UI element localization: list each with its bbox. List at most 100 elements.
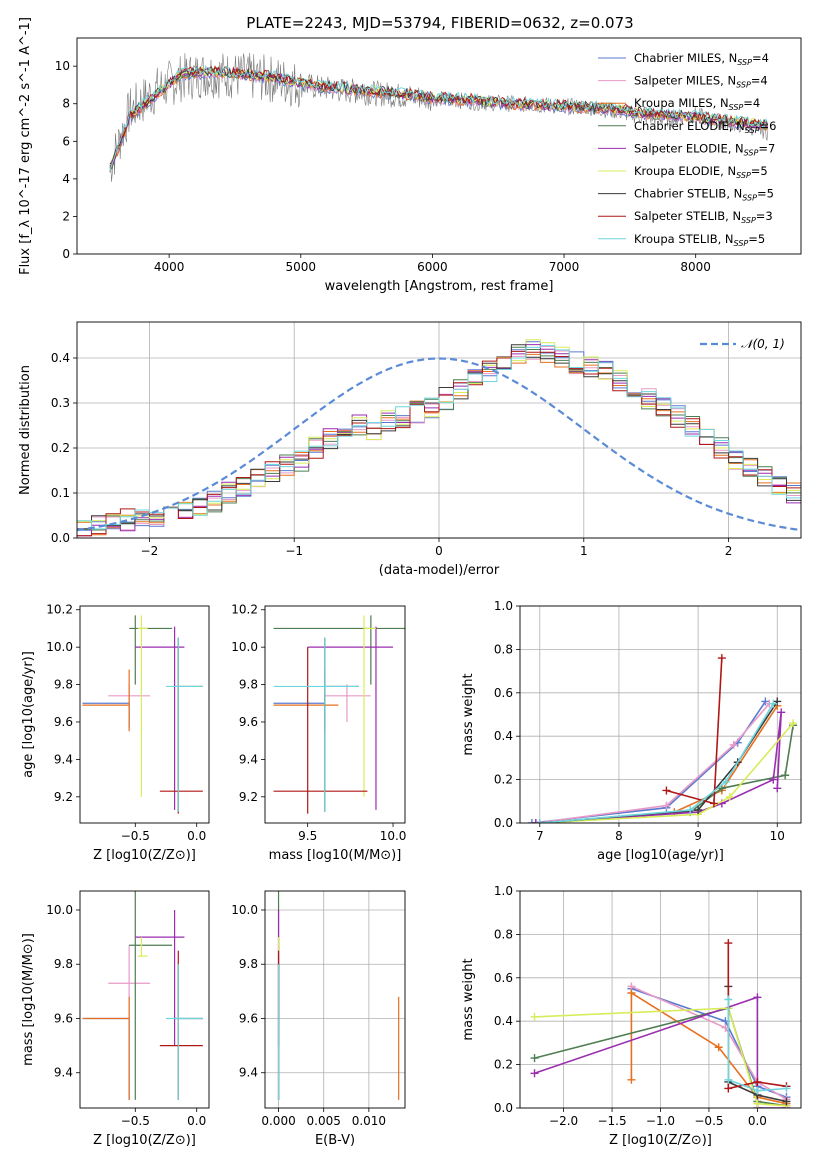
x-tick-label: 10 bbox=[770, 829, 785, 843]
x-tick-label: 10.0 bbox=[380, 829, 407, 843]
x-axis-label: wavelength [Angstrom, rest frame] bbox=[325, 279, 554, 294]
legend-nssp: =6 bbox=[760, 119, 777, 133]
weight-point-2 bbox=[627, 1075, 636, 1084]
ticks-mass-vs-Z: −0.5 0.0 9.4 9.6 9.8 10.0 bbox=[46, 903, 206, 1128]
y-tick-label: 0.2 bbox=[494, 1058, 513, 1072]
legend-nssp: =5 bbox=[757, 187, 774, 201]
plot-area-age-vs-Z bbox=[82, 615, 203, 814]
y-tick-label: 1.0 bbox=[494, 599, 513, 613]
model-spectrum-8 bbox=[109, 64, 769, 172]
weight-point-7 bbox=[724, 1084, 733, 1093]
y-axis-label: mass [log10(M/M⊙)] bbox=[21, 933, 36, 1066]
weight-point-4 bbox=[530, 1069, 539, 1078]
plot-area-mass-vs-Z bbox=[82, 891, 203, 1100]
weight-point-1 bbox=[729, 740, 738, 749]
panel-weight-vs-Z: −2.0 −1.5 −1.0 −0.5 0.0 0.0 0.2 0.4 0.6 0.8 1.0 Z [… bbox=[461, 884, 802, 1148]
weight-point-7 bbox=[717, 654, 726, 663]
x-tick-label: 4000 bbox=[154, 260, 185, 274]
y-tick-label: 10.2 bbox=[46, 603, 73, 617]
axes-frame bbox=[519, 890, 802, 1109]
model-spectrum-7 bbox=[109, 65, 769, 173]
x-tick-label: 0.0 bbox=[187, 1114, 206, 1128]
weight-line-4 bbox=[534, 996, 787, 1108]
weight-point-4 bbox=[777, 708, 786, 717]
y-tick-label: 9.8 bbox=[54, 678, 73, 692]
weight-point-7 bbox=[709, 799, 718, 808]
weight-line-1 bbox=[631, 985, 787, 1100]
weight-point-4 bbox=[769, 775, 778, 784]
x-tick-label: 0.0 bbox=[748, 1114, 767, 1128]
x-tick-label: 9.5 bbox=[298, 829, 317, 843]
y-tick-label: 0.0 bbox=[494, 1101, 513, 1115]
legend-subscript: SSP bbox=[745, 126, 760, 135]
weight-point-3 bbox=[530, 1054, 539, 1063]
x-tick-label: −1.0 bbox=[646, 1114, 675, 1128]
axes-frame bbox=[264, 605, 406, 824]
legend-subscript: SSP bbox=[742, 194, 757, 203]
y-tick-label: 9.4 bbox=[239, 752, 258, 766]
weight-point-5 bbox=[753, 1099, 762, 1108]
x-tick-label: −1 bbox=[285, 544, 303, 558]
weight-point-8 bbox=[724, 995, 733, 1004]
x-tick-label: 7 bbox=[536, 829, 544, 843]
legend-nssp: =5 bbox=[748, 232, 765, 246]
axes-frame bbox=[519, 605, 802, 824]
figure-title: PLATE=2243, MJD=53794, FIBERID=0632, z=0… bbox=[246, 14, 633, 32]
spectrum-legend: Chabrier MILES, NSSP=4 Salpeter MILES, NS… bbox=[598, 51, 776, 248]
y-tick-label: 4 bbox=[62, 172, 70, 186]
weight-point-8 bbox=[686, 805, 695, 814]
y-tick-label: 0.6 bbox=[494, 971, 513, 985]
legend-nssp: =7 bbox=[758, 141, 775, 155]
y-tick-label: 0.4 bbox=[494, 729, 513, 743]
y-tick-label: 0.0 bbox=[51, 531, 70, 545]
grid-residuals bbox=[77, 322, 801, 539]
weight-point-5 bbox=[725, 792, 734, 801]
y-tick-label: 9.6 bbox=[239, 715, 258, 729]
weight-point-8 bbox=[535, 819, 544, 823]
panel-spectrum: 4000 5000 6000 7000 8000 0 2 4 6 8 10 wavelength [A… bbox=[18, 17, 802, 294]
y-tick-label: 10 bbox=[55, 59, 70, 73]
plot-area-spectrum bbox=[109, 52, 769, 182]
x-tick-label: 0.010 bbox=[352, 1114, 386, 1128]
axes-frame bbox=[79, 890, 210, 1109]
legend-subscript: SSP bbox=[736, 81, 751, 90]
ticks-age-vs-Z: −0.5 0.0 9.2 9.4 9.6 9.8 10.0 10.2 bbox=[46, 603, 206, 843]
normal-curve bbox=[77, 357, 801, 532]
y-tick-label: 10.0 bbox=[46, 903, 73, 917]
x-tick-label: 7000 bbox=[549, 260, 580, 274]
legend-nssp: =4 bbox=[751, 74, 768, 88]
weight-point-7 bbox=[662, 786, 671, 795]
x-tick-label: −0.5 bbox=[694, 1114, 723, 1128]
y-tick-label: 0.6 bbox=[494, 686, 513, 700]
weight-point-6 bbox=[694, 805, 703, 814]
plot-area-age-vs-mass bbox=[273, 615, 405, 814]
weight-point-8 bbox=[782, 1084, 791, 1093]
y-tick-label: 9.6 bbox=[239, 1011, 258, 1025]
axes-frame bbox=[79, 605, 210, 824]
y-tick-label: 0.8 bbox=[494, 642, 513, 656]
y-tick-label: 0.2 bbox=[494, 773, 513, 787]
legend-label-1: Salpeter MILES, NSSP=4 bbox=[634, 74, 768, 90]
x-axis-label: mass [log10(M/M⊙)] bbox=[269, 848, 402, 863]
x-tick-label: −1.5 bbox=[597, 1114, 626, 1128]
x-axis-label: Z [log10(Z/Z⊙)] bbox=[93, 1133, 196, 1148]
legend-label-7: Salpeter STELIB, NSSP=3 bbox=[634, 209, 773, 225]
grid-mass-vs-EBV bbox=[265, 891, 405, 1108]
plot-area-residuals bbox=[77, 339, 801, 537]
y-tick-label: 9.8 bbox=[239, 957, 258, 971]
legend-label-5: Kroupa ELODIE, NSSP=5 bbox=[634, 164, 768, 180]
y-tick-label: 2 bbox=[62, 209, 70, 223]
weight-line-5 bbox=[534, 1007, 787, 1107]
weight-line-1 bbox=[535, 703, 770, 823]
y-tick-label: 9.8 bbox=[54, 957, 73, 971]
legend-subscript: SSP bbox=[744, 148, 759, 157]
weight-point-8 bbox=[769, 699, 778, 708]
panel-mass-vs-Z: −0.5 0.0 9.4 9.6 9.8 10.0 Z [log10(Z/Z⊙)] mass … bbox=[21, 890, 210, 1148]
weight-line-8 bbox=[539, 703, 774, 823]
x-axis-label: Z [log10(Z/Z⊙)] bbox=[93, 848, 196, 863]
y-axis-label: mass weight bbox=[461, 673, 476, 755]
y-tick-label: 9.6 bbox=[54, 715, 73, 729]
weight-point-2 bbox=[714, 1043, 723, 1052]
weight-point-4 bbox=[773, 784, 782, 793]
